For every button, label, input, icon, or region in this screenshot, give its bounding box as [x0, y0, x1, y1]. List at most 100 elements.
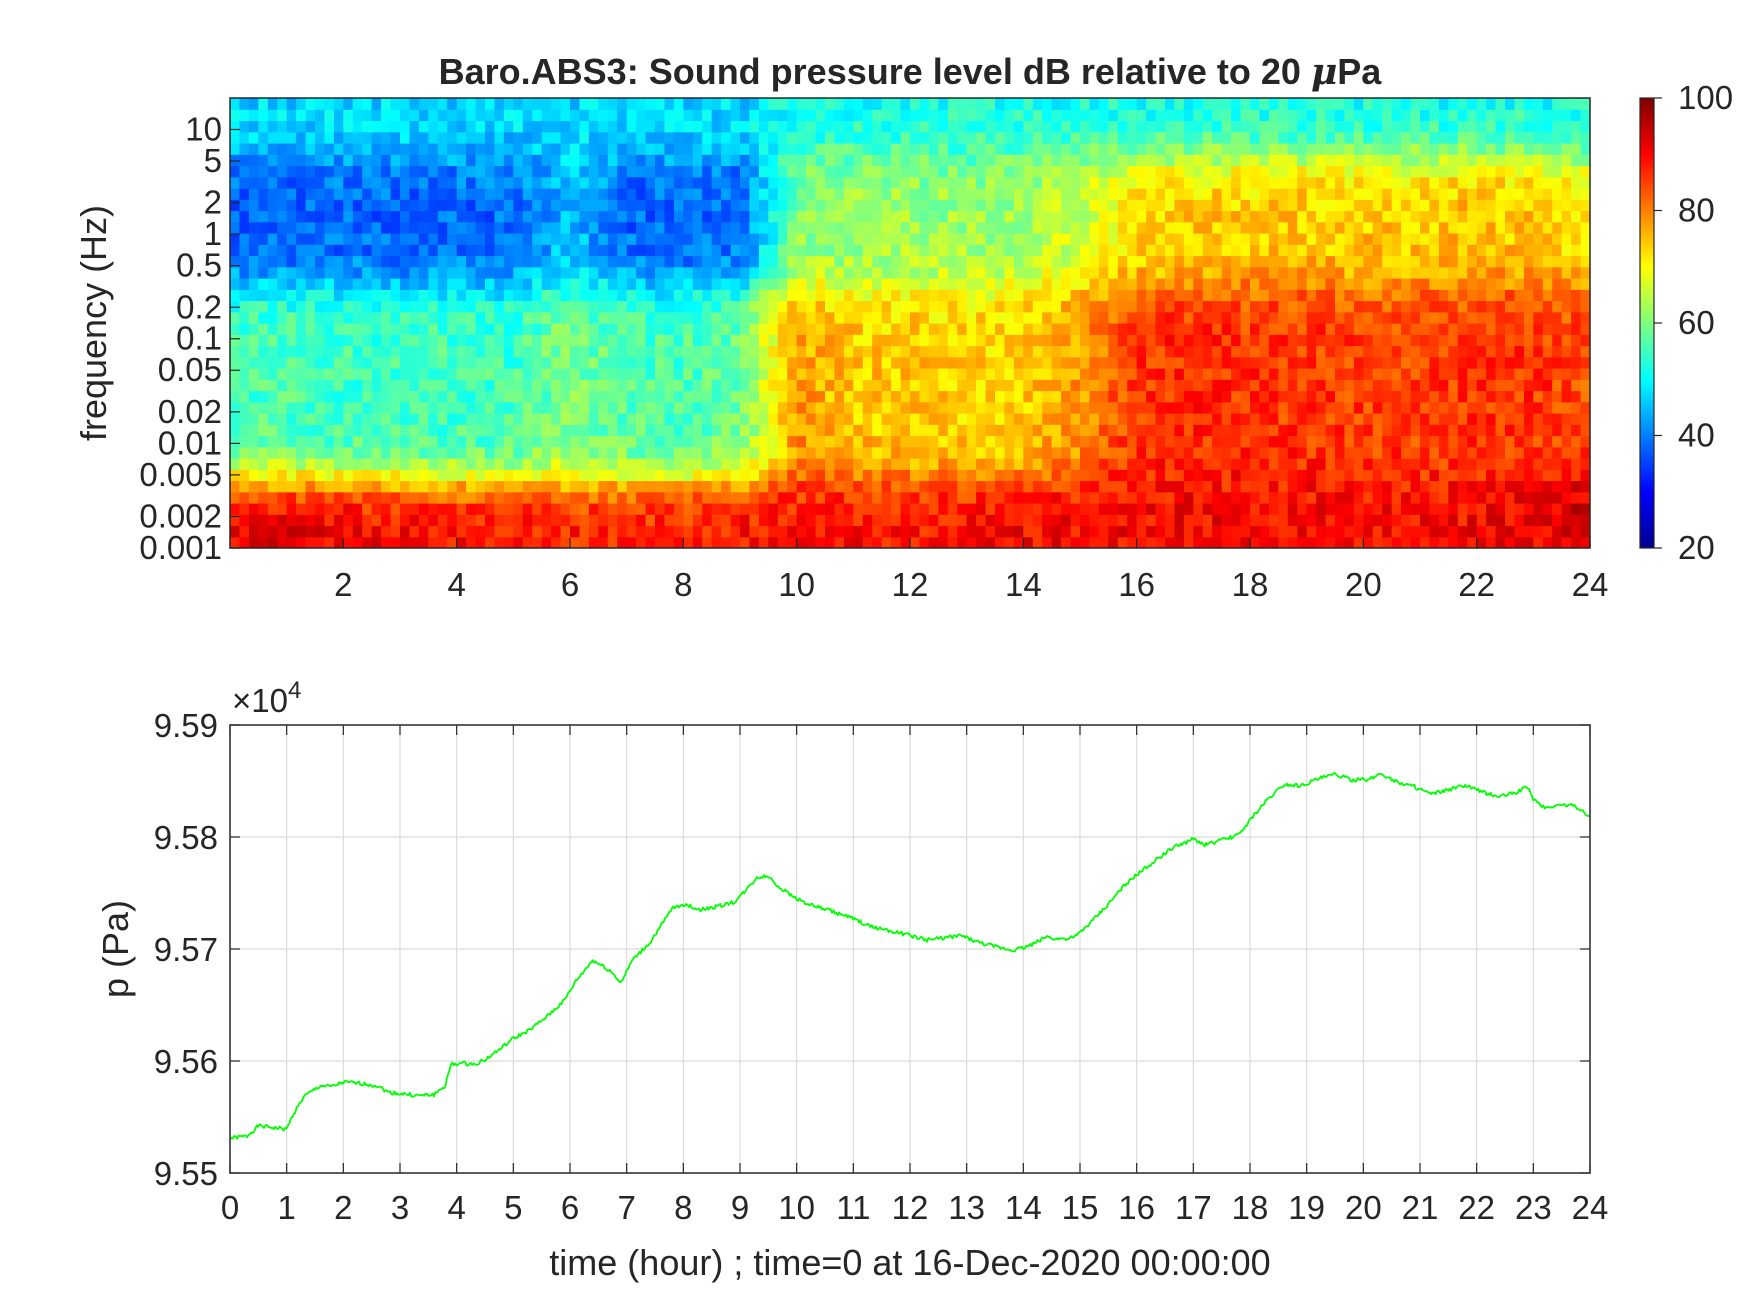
heatmap-cell — [834, 244, 845, 257]
heatmap-cell — [645, 323, 656, 335]
heatmap-cell — [570, 491, 581, 504]
heatmap-cell — [1250, 480, 1261, 493]
heatmap-cell — [1391, 244, 1402, 257]
heatmap-cell — [333, 514, 344, 527]
heatmap-cell — [872, 131, 883, 144]
heatmap-cell — [796, 536, 807, 548]
heatmap-cell — [428, 514, 439, 527]
heatmap-cell — [1089, 188, 1100, 200]
heatmap-cell — [1155, 491, 1166, 504]
heatmap-cell — [787, 379, 798, 392]
heatmap-cell — [437, 154, 448, 167]
heatmap-cell — [1221, 446, 1232, 459]
heatmap-cell — [787, 244, 798, 257]
heatmap-cell — [551, 109, 562, 122]
heatmap-cell — [1174, 469, 1185, 482]
heatmap-cell — [1032, 401, 1043, 414]
heatmap-cell — [1363, 458, 1374, 470]
heatmap-cell — [1013, 356, 1024, 369]
heatmap-cell — [740, 536, 751, 548]
heatmap-cell — [702, 480, 713, 493]
heatmap-cell — [286, 266, 297, 279]
heatmap-cell — [286, 131, 297, 144]
heatmap-cell — [258, 536, 269, 548]
heatmap-cell — [1278, 199, 1289, 212]
heatmap-cell — [1098, 199, 1109, 212]
heatmap-cell — [740, 525, 751, 538]
heatmap-cell — [1306, 356, 1317, 369]
heatmap-cell — [1382, 525, 1393, 538]
heatmap-cell — [315, 491, 326, 504]
heatmap-cell — [985, 424, 996, 437]
heatmap-cell — [910, 266, 921, 279]
heatmap-cell — [862, 278, 873, 290]
heatmap-cell — [447, 143, 458, 155]
heatmap-cell — [985, 210, 996, 223]
heatmap-cell — [1174, 491, 1185, 504]
heatmap-cell — [570, 165, 581, 178]
heatmap-cell — [1212, 503, 1223, 515]
heatmap-cell — [418, 98, 429, 110]
heatmap-cell — [1316, 233, 1327, 245]
heatmap-cell — [957, 98, 968, 110]
heatmap-cell — [1013, 210, 1024, 223]
heatmap-cell — [1108, 458, 1119, 470]
heatmap-cell — [900, 188, 911, 200]
heatmap-cell — [1098, 503, 1109, 515]
heatmap-cell — [872, 120, 883, 133]
heatmap-cell — [787, 120, 798, 133]
heatmap-cell — [626, 356, 637, 369]
heatmap-cell — [1155, 413, 1166, 425]
heatmap-cell — [579, 503, 590, 515]
heatmap-cell — [985, 120, 996, 133]
heatmap-cell — [267, 131, 278, 144]
heatmap-cell — [1136, 188, 1147, 200]
heatmap-cell — [938, 143, 949, 155]
heatmap-cell — [570, 413, 581, 425]
heatmap-cell — [1146, 435, 1157, 448]
heatmap-cell — [1278, 278, 1289, 290]
heatmap-cell — [664, 356, 675, 369]
heatmap-cell — [1117, 278, 1128, 290]
heatmap-cell — [579, 109, 590, 122]
heatmap-cell — [645, 154, 656, 167]
heatmap-cell — [466, 334, 477, 347]
heatmap-cell — [1013, 401, 1024, 414]
heatmap-cell — [768, 188, 779, 200]
heatmap-cell — [362, 345, 373, 358]
heatmap-cell — [1401, 514, 1412, 527]
heatmap-cell — [315, 311, 326, 324]
heatmap-cell — [834, 413, 845, 425]
heatmap-cell — [787, 435, 798, 448]
heatmap-cell — [324, 514, 335, 527]
heatmap-cell — [900, 368, 911, 380]
heatmap-cell — [1165, 244, 1176, 257]
heatmap-cell — [1372, 98, 1383, 110]
heatmap-cell — [787, 143, 798, 155]
heatmap-cell — [636, 390, 647, 403]
heatmap-cell — [711, 514, 722, 527]
heatmap-cell — [673, 176, 684, 189]
heatmap-cell — [400, 345, 411, 358]
heatmap-cell — [1089, 255, 1100, 268]
heatmap-cell — [1344, 424, 1355, 437]
heatmap-cell — [777, 188, 788, 200]
heatmap-cell — [1013, 446, 1024, 459]
heatmap-cell — [787, 356, 798, 369]
heatmap-cell — [1183, 525, 1194, 538]
heatmap-cell — [910, 255, 921, 268]
heatmap-cell — [267, 154, 278, 167]
heatmap-cell — [1155, 109, 1166, 122]
heatmap-cell — [957, 323, 968, 335]
heatmap-cell — [1023, 278, 1034, 290]
heatmap-cell — [390, 300, 401, 313]
heatmap-cell — [1391, 266, 1402, 279]
heatmap-cell — [900, 199, 911, 212]
heatmap-cell — [966, 514, 977, 527]
heatmap-cell — [796, 221, 807, 234]
heatmap-cell — [1042, 300, 1053, 313]
heatmap-cell — [862, 503, 873, 515]
heatmap-cell — [230, 120, 241, 133]
heatmap-cell — [815, 278, 826, 290]
heatmap-cell — [1089, 480, 1100, 493]
